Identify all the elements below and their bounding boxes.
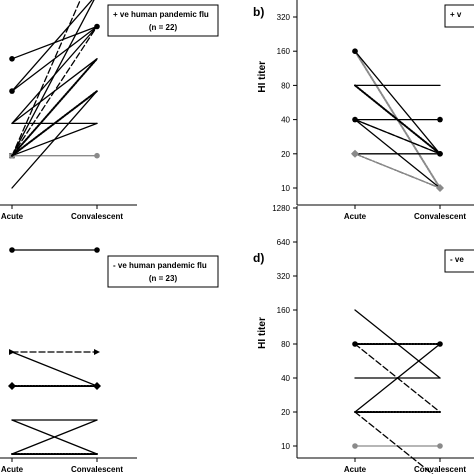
- y-tick-label: 20: [281, 150, 290, 159]
- series-point-c-1-acute: [9, 247, 15, 253]
- panel-label: d): [253, 251, 264, 265]
- panel-a: Acute Convalescent + ve human pandemic flu…: [0, 0, 219, 221]
- y-tick-label: 20: [281, 408, 290, 417]
- x-tick-label: Acute: [344, 212, 367, 221]
- legend-label: + v: [450, 10, 462, 19]
- y-tick-label: 320: [277, 13, 291, 22]
- legend-count: (n = 22): [149, 23, 178, 32]
- series-line-a-15: [11, 58, 98, 125]
- x-tick-label: Acute: [344, 465, 367, 474]
- series-point-c-2-convalescent: [94, 349, 100, 355]
- series-point-b-9-acute: [352, 48, 358, 54]
- y-tick-label: 10: [281, 184, 290, 193]
- x-tick-label: Acute: [1, 212, 24, 221]
- legend-box: [444, 4, 474, 28]
- series-line-b-8: [354, 153, 441, 189]
- y-axis-title: HI titer: [257, 61, 268, 93]
- series-point-b-8-convalescent: [436, 184, 444, 192]
- legend-box: [444, 249, 474, 273]
- series-line-a-4: [11, 0, 95, 157]
- legend-count: (n = 23): [149, 274, 178, 283]
- x-tick-label: Convalescent: [71, 212, 123, 221]
- series-point-c-4-acute: [8, 382, 16, 390]
- series-line-c-3: [11, 351, 98, 387]
- y-tick-label: 40: [281, 116, 290, 125]
- y-tick-label: 160: [277, 47, 291, 56]
- series-point-c-4-convalescent: [93, 382, 101, 390]
- series-point-d-7-acute: [352, 443, 358, 449]
- series-point-a-11-convalescent: [94, 152, 100, 159]
- x-tick-label: Convalescent: [71, 465, 123, 474]
- y-tick-label: 1280: [272, 204, 290, 213]
- series-line-a-14: [11, 90, 98, 189]
- x-tick-label: Convalescent: [414, 465, 466, 474]
- series-line-d-6: [354, 343, 441, 413]
- series-line-c-8: [11, 419, 98, 455]
- y-tick-label: 80: [281, 81, 290, 90]
- legend-box: [107, 255, 219, 288]
- y-tick-label: 320: [277, 272, 291, 281]
- panel-label: b): [253, 5, 264, 19]
- series-point-b-8-acute: [351, 149, 359, 158]
- series-line-a-6: [11, 25, 98, 125]
- legend-box: [107, 4, 219, 37]
- panel-c: Acute Convalescent - ve human pandemic flu…: [0, 247, 219, 474]
- y-tick-label: 10: [281, 442, 290, 451]
- series-point-d-7-convalescent: [437, 443, 443, 449]
- series-point-b-3-convalescent: [437, 116, 443, 123]
- legend-label: + ve human pandemic flu: [113, 10, 209, 19]
- y-tick-label: 640: [277, 238, 291, 247]
- series-line-b-9: [354, 50, 441, 155]
- series-point-c-1-convalescent: [94, 247, 100, 253]
- y-tick-label: 160: [277, 306, 291, 315]
- panel-d: 10 20 40 80 160 320 640 1280 HI titer Acute Conval…: [257, 204, 474, 474]
- series-line-d-8: [354, 411, 434, 474]
- series-point-a-1-acute: [9, 56, 15, 62]
- series-line-b-10: [354, 84, 441, 155]
- series-line-a-12: [11, 57, 98, 157]
- x-tick-label: Convalescent: [414, 212, 466, 221]
- series-line-a-5: [11, 25, 98, 92]
- legend-label: - ve: [450, 255, 464, 264]
- x-tick-label: Acute: [1, 465, 24, 474]
- y-tick-label: 40: [281, 374, 290, 383]
- y-axis-title: HI titer: [257, 317, 268, 349]
- y-tick-label: 80: [281, 340, 290, 349]
- legend-label: - ve human pandemic flu: [113, 261, 207, 270]
- series-line-a-16: [11, 90, 98, 157]
- series-line-a-3: [11, 0, 93, 92]
- series-line-b-11: [354, 118, 441, 155]
